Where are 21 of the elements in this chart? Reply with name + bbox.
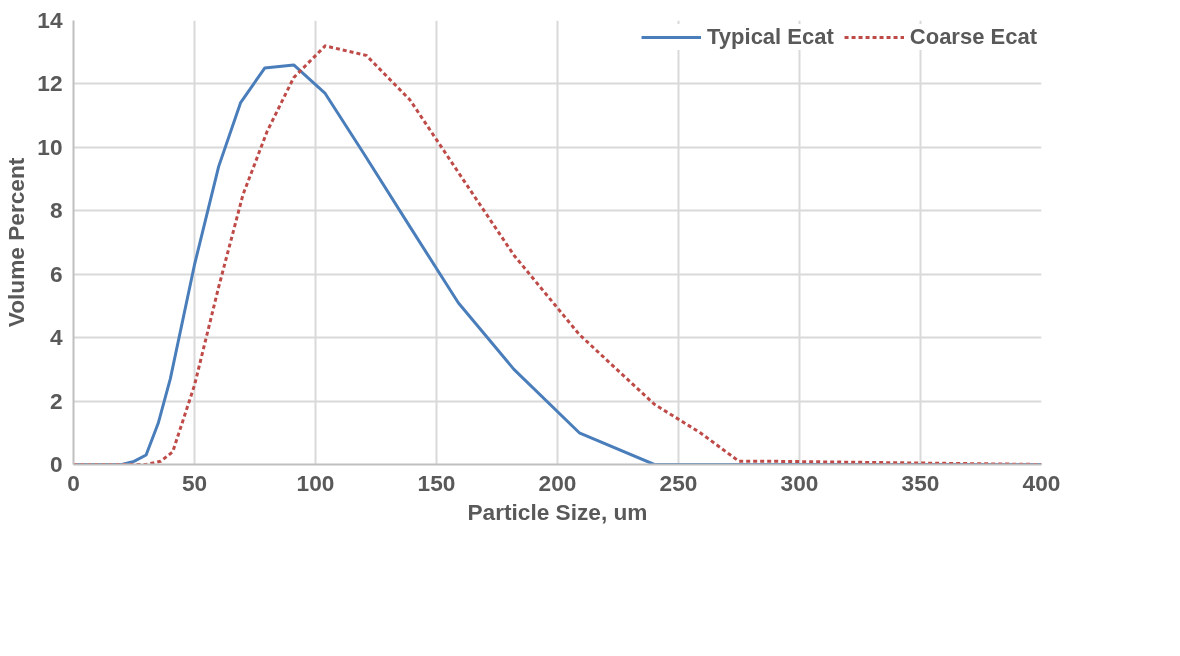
x-tick-label: 150	[417, 469, 456, 496]
y-tick-label: 6	[49, 260, 63, 287]
x-tick-label: 100	[296, 469, 335, 496]
y-tick-label: 14	[37, 7, 63, 33]
x-tick-label: 250	[659, 469, 698, 496]
x-axis-title: Particle Size, um	[467, 498, 648, 525]
y-tick-label: 2	[49, 387, 63, 414]
y-axis-title: Volume Percent	[3, 157, 30, 328]
y-tick-label: 0	[49, 451, 63, 477]
x-tick-label: 300	[780, 469, 819, 496]
x-tick-label: 200	[538, 469, 577, 496]
x-tick-label: 0	[67, 469, 80, 496]
y-tick-label: 10	[37, 133, 63, 160]
y-tick-label: 8	[49, 197, 63, 224]
x-tick-label: 50	[181, 469, 208, 496]
y-tick-label: 4	[49, 324, 63, 351]
legend-label: Coarse Ecat	[909, 24, 1037, 50]
x-tick-label: 350	[901, 469, 940, 496]
y-tick-label: 12	[37, 70, 63, 97]
legend-label: Typical Ecat	[707, 24, 834, 50]
x-tick-label: 400	[1022, 469, 1061, 496]
